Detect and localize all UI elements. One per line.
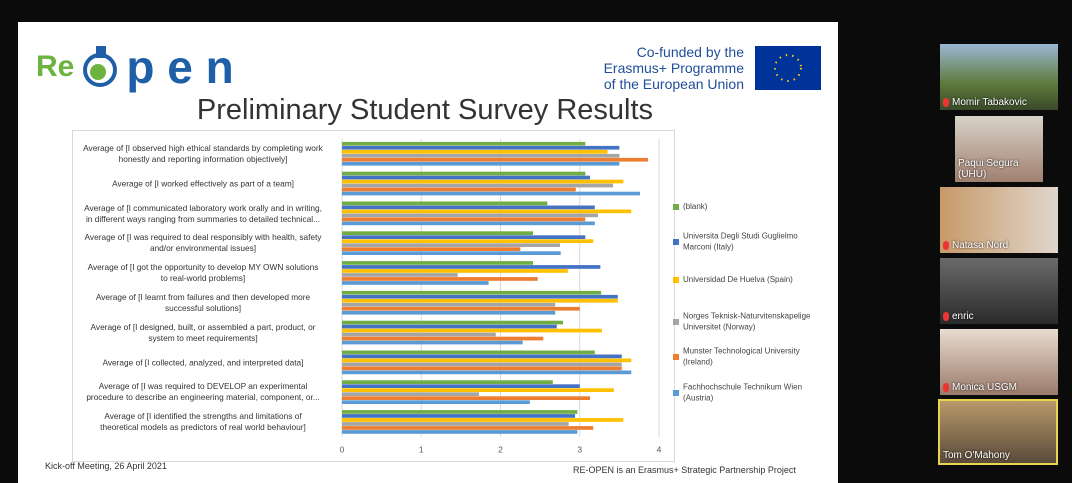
mute-icon <box>943 241 949 250</box>
logo-flask <box>83 46 118 87</box>
participant-name: Paqui Segura (UHU) <box>958 158 1019 180</box>
y-tick-label: Average of [I worked effectively as part… <box>112 178 294 189</box>
chart-frame <box>72 130 675 462</box>
participant-name: Momir Tabakovic <box>952 97 1027 108</box>
footer-left: Kick-off Meeting, 26 April 2021 <box>45 461 167 471</box>
funding-text: Co-funded by the Erasmus+ Programme of t… <box>603 44 744 92</box>
y-tick-label: Average of [I designed, built, or assemb… <box>90 321 316 343</box>
participant-name: Tom O'Mahony <box>943 450 1010 461</box>
slide-title: Preliminary Student Survey Results <box>196 94 654 126</box>
legend-label: Munster Technological University (Irelan… <box>683 346 800 367</box>
y-tick-label: Average of [I was required to deal respo… <box>84 232 322 254</box>
participant-tile[interactable]: Paqui Segura (UHU) <box>955 116 1043 182</box>
participant-name: enric <box>952 311 974 322</box>
participant-tile[interactable]: Momir Tabakovic <box>940 44 1058 110</box>
logo: Re p e n <box>36 41 234 93</box>
participant-name: Natasa Nord <box>952 240 1009 251</box>
participant-tile[interactable]: Tom O'Mahony <box>938 399 1058 465</box>
y-tick-label: Average of [I was required to DEVELOP an… <box>86 381 320 403</box>
legend-label: Universita Degli Studi Guglielmo Marconi… <box>683 231 798 252</box>
legend-label: Fachhochschule Technikum Wien (Austria) <box>683 382 803 403</box>
y-tick-label: Average of [I communicated laboratory wo… <box>84 202 322 224</box>
mute-icon <box>943 312 949 321</box>
y-tick-label: Average of [I got the opportunity to dev… <box>87 262 319 284</box>
legend-label: Universidad De Huelva (Spain) <box>683 274 793 284</box>
footer-right: RE-OPEN is an Erasmus+ Strategic Partner… <box>573 465 796 475</box>
legend-label: Norges Teknisk-Naturvitenskapelige Unive… <box>683 311 811 332</box>
logo-suffix: p e n <box>126 41 234 93</box>
participant-tile[interactable]: Monica USGM <box>940 329 1058 395</box>
participant-name: Monica USGM <box>952 382 1018 393</box>
y-tick-label: Average of [I identified the strengths a… <box>100 411 306 433</box>
mute-icon <box>943 98 949 107</box>
eu-flag <box>755 46 821 90</box>
participant-tile[interactable]: Natasa Nord <box>940 187 1058 253</box>
logo-prefix: Re <box>36 50 75 83</box>
participant-tile[interactable]: enric <box>940 258 1058 324</box>
legend-label: (blank) <box>683 201 708 211</box>
y-tick-label: Average of [I observed high ethical stan… <box>83 142 323 164</box>
y-tick-label: Average of [I learnt from failures and t… <box>95 291 311 313</box>
mute-icon <box>943 383 949 392</box>
y-tick-label: Average of [I collected, analyzed, and i… <box>102 357 304 367</box>
